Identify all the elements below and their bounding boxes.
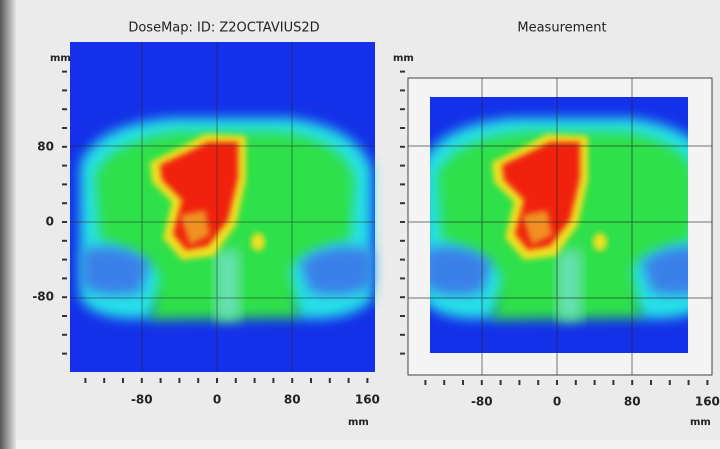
x-tick-label: -80 bbox=[471, 395, 493, 409]
x-tick-label: 0 bbox=[213, 393, 221, 407]
x-tick-label: 160 bbox=[695, 395, 720, 409]
y-unit: mm bbox=[50, 53, 71, 64]
x-tick-label: -80 bbox=[131, 393, 153, 407]
x-tick-label: 80 bbox=[284, 393, 301, 407]
x-unit: mm bbox=[348, 417, 369, 428]
panel-title: DoseMap: ID: Z2OCTAVIUS2D bbox=[128, 21, 319, 36]
y-tick-label: 0 bbox=[46, 215, 54, 229]
x-tick-label: 80 bbox=[624, 395, 641, 409]
y-unit: mm bbox=[393, 53, 414, 64]
x-tick-label: 160 bbox=[355, 393, 380, 407]
screen: DoseMap: ID: Z2OCTAVIUS2D Measurement mm… bbox=[0, 0, 720, 449]
dose-map bbox=[80, 118, 372, 320]
x-tick-label: 0 bbox=[553, 395, 561, 409]
y-tick-label: 80 bbox=[37, 139, 54, 153]
panel-title: Measurement bbox=[517, 21, 606, 36]
window-edge bbox=[0, 0, 16, 449]
x-unit: mm bbox=[690, 417, 711, 428]
y-tick-label: -80 bbox=[32, 290, 54, 304]
measurement-map bbox=[422, 118, 714, 320]
measurement-map-clip bbox=[422, 118, 714, 320]
